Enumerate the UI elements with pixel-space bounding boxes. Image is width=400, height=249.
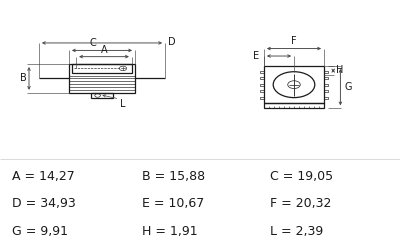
Text: A: A <box>101 45 107 55</box>
Text: C = 19,05: C = 19,05 <box>270 170 333 183</box>
Text: D: D <box>168 37 176 48</box>
Text: H = 1,91: H = 1,91 <box>142 225 198 238</box>
Text: B = 15,88: B = 15,88 <box>142 170 205 183</box>
Text: F: F <box>291 36 297 46</box>
Text: L: L <box>120 99 125 110</box>
Text: D = 34,93: D = 34,93 <box>12 197 76 210</box>
Text: B: B <box>20 73 27 83</box>
Text: G: G <box>345 82 352 92</box>
Text: L = 2,39: L = 2,39 <box>270 225 323 238</box>
Text: A = 14,27: A = 14,27 <box>12 170 75 183</box>
Text: H: H <box>336 65 343 75</box>
Text: F = 20,32: F = 20,32 <box>270 197 331 210</box>
Text: G = 9,91: G = 9,91 <box>12 225 68 238</box>
Text: C: C <box>90 38 96 48</box>
Text: E = 10,67: E = 10,67 <box>142 197 204 210</box>
Text: E: E <box>253 51 259 61</box>
